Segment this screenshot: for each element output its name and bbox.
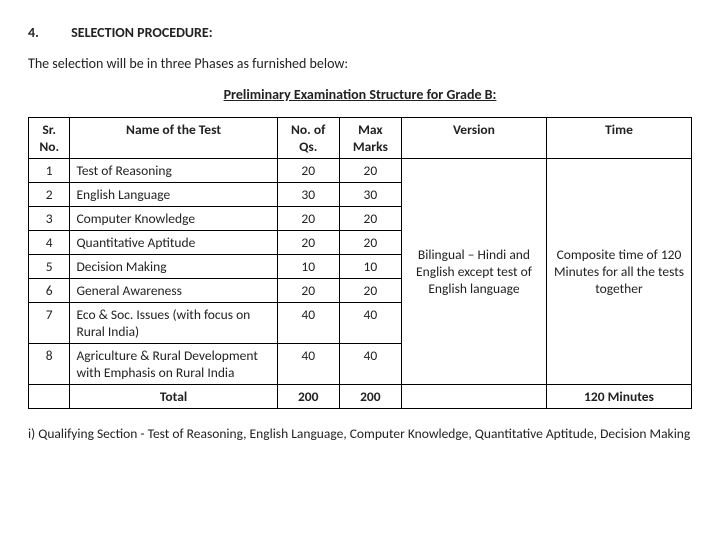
cell-name: Eco & Soc. Issues (with focus on Rural I… xyxy=(70,303,277,344)
cell-time: Composite time of 120 Minutes for all th… xyxy=(546,159,691,385)
cell-total-qs: 200 xyxy=(277,385,339,409)
cell-qs: 40 xyxy=(277,303,339,344)
cell-sr: 5 xyxy=(29,255,70,279)
cell-marks: 20 xyxy=(339,159,401,183)
cell-marks: 40 xyxy=(339,303,401,344)
cell-total-time: 120 Minutes xyxy=(546,385,691,409)
cell-empty xyxy=(29,385,70,409)
cell-sr: 3 xyxy=(29,207,70,231)
section-number: 4. xyxy=(28,24,68,41)
cell-sr: 7 xyxy=(29,303,70,344)
cell-name: Agriculture & Rural Development with Emp… xyxy=(70,344,277,385)
cell-marks: 20 xyxy=(339,231,401,255)
cell-qs: 30 xyxy=(277,183,339,207)
cell-name: General Awareness xyxy=(70,279,277,303)
col-marks: Max Marks xyxy=(339,118,401,159)
cell-name: Computer Knowledge xyxy=(70,207,277,231)
cell-qs: 10 xyxy=(277,255,339,279)
cell-name: English Language xyxy=(70,183,277,207)
cell-sr: 1 xyxy=(29,159,70,183)
cell-marks: 20 xyxy=(339,279,401,303)
cell-qs: 40 xyxy=(277,344,339,385)
cell-total-marks: 200 xyxy=(339,385,401,409)
cell-qs: 20 xyxy=(277,207,339,231)
cell-qs: 20 xyxy=(277,279,339,303)
col-version: Version xyxy=(401,118,546,159)
section-title: SELECTION PROCEDURE: xyxy=(71,24,212,41)
section-heading: 4. SELECTION PROCEDURE: xyxy=(28,24,692,41)
cell-marks: 20 xyxy=(339,207,401,231)
cell-qs: 20 xyxy=(277,231,339,255)
cell-sr: 2 xyxy=(29,183,70,207)
cell-marks: 10 xyxy=(339,255,401,279)
cell-name: Decision Making xyxy=(70,255,277,279)
cell-marks: 30 xyxy=(339,183,401,207)
col-qs: No. of Qs. xyxy=(277,118,339,159)
cell-total-version xyxy=(401,385,546,409)
cell-marks: 40 xyxy=(339,344,401,385)
cell-version: Bilingual – Hindi and English except tes… xyxy=(401,159,546,385)
intro-text: The selection will be in three Phases as… xyxy=(28,55,692,72)
footnote: i) Qualifying Section - Test of Reasonin… xyxy=(28,425,692,442)
col-time: Time xyxy=(546,118,691,159)
col-sr: Sr. No. xyxy=(29,118,70,159)
cell-name: Test of Reasoning xyxy=(70,159,277,183)
table-total-row: Total200200120 Minutes xyxy=(29,385,692,409)
table-header-row: Sr. No. Name of the Test No. of Qs. Max … xyxy=(29,118,692,159)
col-name: Name of the Test xyxy=(70,118,277,159)
cell-sr: 4 xyxy=(29,231,70,255)
exam-structure-table: Sr. No. Name of the Test No. of Qs. Max … xyxy=(28,117,692,409)
sub-heading: Preliminary Examination Structure for Gr… xyxy=(28,86,692,103)
cell-qs: 20 xyxy=(277,159,339,183)
table-row: 1Test of Reasoning2020Bilingual – Hindi … xyxy=(29,159,692,183)
cell-name: Quantitative Aptitude xyxy=(70,231,277,255)
cell-total-label: Total xyxy=(70,385,277,409)
cell-sr: 6 xyxy=(29,279,70,303)
cell-sr: 8 xyxy=(29,344,70,385)
